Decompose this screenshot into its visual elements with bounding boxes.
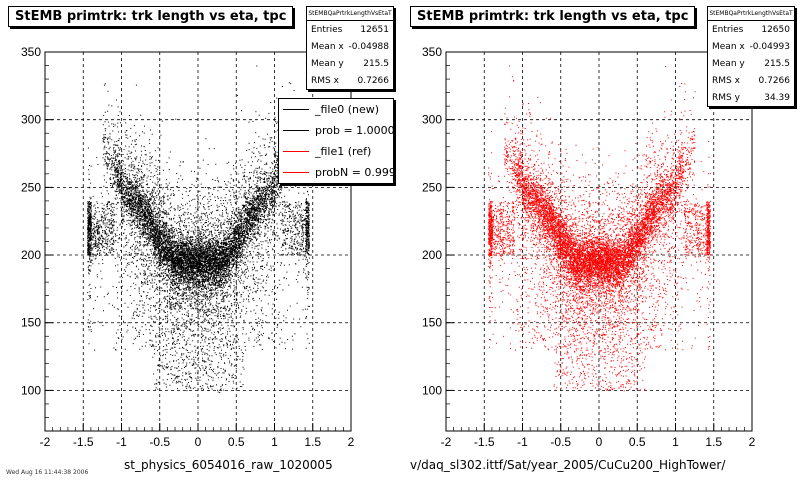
y-tick-label: 150 <box>21 316 41 330</box>
right-stats-value: 12650 <box>761 25 790 35</box>
right-stats-value: -0.04993 <box>749 42 790 52</box>
left-stats-label: RMS x <box>311 76 339 86</box>
y-tick-label: 200 <box>21 248 41 262</box>
y-tick-label: 100 <box>422 383 442 397</box>
right-stats-value: 0.7266 <box>758 76 791 86</box>
right-x-axis-label: v/daq_sl302.ittf/Sat/year_2005/CuCu200_H… <box>410 458 726 472</box>
legend-line-red <box>283 151 309 152</box>
scatter-points <box>87 65 310 393</box>
x-tick-label: 1 <box>672 435 679 449</box>
right-stats-label: Mean y <box>712 59 745 69</box>
y-tick-label: 150 <box>422 316 442 330</box>
right-stats-value: 34.39 <box>764 93 790 103</box>
y-tick-label: 100 <box>21 383 41 397</box>
legend-entry: _file0 (new) <box>279 99 393 120</box>
left-stats-header: StEMBQaPrtrkLengthVsEtaT <box>307 7 393 21</box>
y-tick-label: 350 <box>21 45 41 59</box>
x-tick-label: 0.5 <box>228 435 245 449</box>
x-tick-label: 2 <box>348 435 355 449</box>
left-stats-row: Entries 12651 <box>307 21 393 38</box>
x-tick-label: 0.5 <box>629 435 646 449</box>
y-tick-label: 200 <box>422 248 442 262</box>
right-stats-row: RMS y 34.39 <box>708 89 794 106</box>
right-plot-title: StEMB primtrk: trk length vs eta, tpc <box>410 6 696 27</box>
y-tick-label: 300 <box>422 113 442 127</box>
left-stats-label: Mean x <box>311 42 344 52</box>
x-tick-label: -2 <box>40 435 51 449</box>
x-tick-label: -1.5 <box>474 435 495 449</box>
left-stats-row: Mean x -0.04988 <box>307 38 393 55</box>
y-tick-label: 350 <box>422 45 442 59</box>
right-stats-row: Mean y 215.5 <box>708 55 794 72</box>
legend-label: _file0 (new) <box>315 103 380 116</box>
y-tick-label: 300 <box>21 113 41 127</box>
right-stats-row: Entries 12650 <box>708 21 794 38</box>
right-stats-label: RMS y <box>712 93 740 103</box>
legend-label: _file1 (ref) <box>315 145 372 158</box>
right-stats-label: Entries <box>712 25 744 35</box>
x-tick-label: -1.5 <box>73 435 94 449</box>
left-plot-title: StEMB primtrk: trk length vs eta, tpc <box>8 6 294 27</box>
left-stats-value: 215.5 <box>363 59 389 69</box>
x-tick-label: -1 <box>116 435 127 449</box>
y-tick-label: 250 <box>422 180 442 194</box>
x-tick-label: 1.5 <box>304 435 321 449</box>
left-stats-row: RMS x 0.7266 <box>307 72 393 89</box>
right-stats-value: 215.5 <box>764 59 790 69</box>
x-tick-label: 1 <box>271 435 278 449</box>
left-x-axis-label: st_physics_6054016_raw_1020005 <box>124 458 333 472</box>
right-stats-label: Mean x <box>712 42 745 52</box>
left-stats-label: Mean y <box>311 59 344 69</box>
footer-timestamp: Wed Aug 16 11:44:38 2006 <box>6 469 89 476</box>
right-stats-row: Mean x -0.04993 <box>708 38 794 55</box>
right-stats-row: RMS x 0.7266 <box>708 72 794 89</box>
x-tick-label: -2 <box>441 435 452 449</box>
x-tick-label: -0.5 <box>149 435 170 449</box>
right-plot-title-text: StEMB primtrk: trk length vs eta, tpc <box>417 9 689 24</box>
left-stats-value: -0.04988 <box>348 42 389 52</box>
right-plot: -2 -1.5 -1 -0.5 0 0.5 1 1.5 2 100 150 200 250 300 350 <box>422 45 756 449</box>
legend-label: prob = 1.000000 <box>315 124 394 137</box>
left-stats-value: 12651 <box>360 25 389 35</box>
x-tick-label: 1.5 <box>705 435 722 449</box>
y-tick-label: 250 <box>21 180 41 194</box>
x-tick-label: -1 <box>517 435 528 449</box>
left-stats-row: Mean y 215.5 <box>307 55 393 72</box>
x-tick-label: 0 <box>195 435 202 449</box>
legend-line-black <box>283 130 309 131</box>
legend-line-red <box>283 172 309 173</box>
left-stats-box: StEMBQaPrtrkLengthVsEtaT Entries 12651 Me… <box>306 6 394 90</box>
right-stats-header: StEMBQaPrtrkLengthVsEtaT <box>708 7 794 21</box>
left-stats-value: 0.7266 <box>357 76 390 86</box>
left-plot-title-text: StEMB primtrk: trk length vs eta, tpc <box>15 9 287 24</box>
legend-line-black <box>283 109 309 110</box>
x-tick-label: 2 <box>749 435 756 449</box>
legend-label: probN = 0.999998 <box>315 166 393 179</box>
x-tick-label: 0 <box>596 435 603 449</box>
x-tick-label: -0.5 <box>550 435 571 449</box>
scatter-points <box>488 65 711 392</box>
right-stats-label: RMS x <box>712 76 740 86</box>
left-stats-label: Entries <box>311 25 343 35</box>
right-stats-box: StEMBQaPrtrkLengthVsEtaT Entries 12650 Me… <box>707 6 795 107</box>
legend-entry: probN = 0.999998 <box>279 162 393 183</box>
legend-entry: _file1 (ref) <box>279 141 393 162</box>
legend: _file0 (new) prob = 1.000000 _file1 (ref… <box>278 98 394 184</box>
legend-entry: prob = 1.000000 <box>279 120 393 141</box>
